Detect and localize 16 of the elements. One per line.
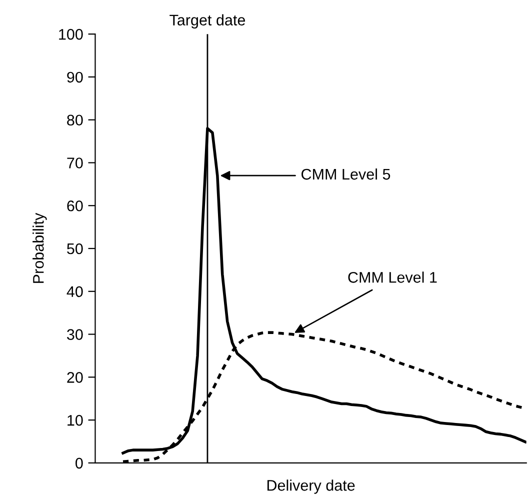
y-tick-label: 100 <box>59 28 83 40</box>
y-tick-label: 50 <box>67 243 83 254</box>
legend-label: CMM Level 5 <box>302 168 390 180</box>
x-axis-title: Delivery date <box>267 480 355 494</box>
y-tick-label: 10 <box>68 414 83 426</box>
y-tick-label: 0 <box>76 458 83 469</box>
y-tick-label: 80 <box>67 114 83 126</box>
y-tick-label: 40 <box>66 286 83 298</box>
text: Target date <box>170 14 246 29</box>
y-tick-label: 60 <box>67 200 83 212</box>
y-tick-label: 20 <box>67 372 83 383</box>
y-tick-label: 30 <box>67 329 83 340</box>
text: CMM Level 1 <box>348 272 437 283</box>
y-tick-label: 70 <box>67 158 83 168</box>
y-axis-title: Probability <box>32 212 47 283</box>
y-tick-label: 90 <box>67 72 83 83</box>
